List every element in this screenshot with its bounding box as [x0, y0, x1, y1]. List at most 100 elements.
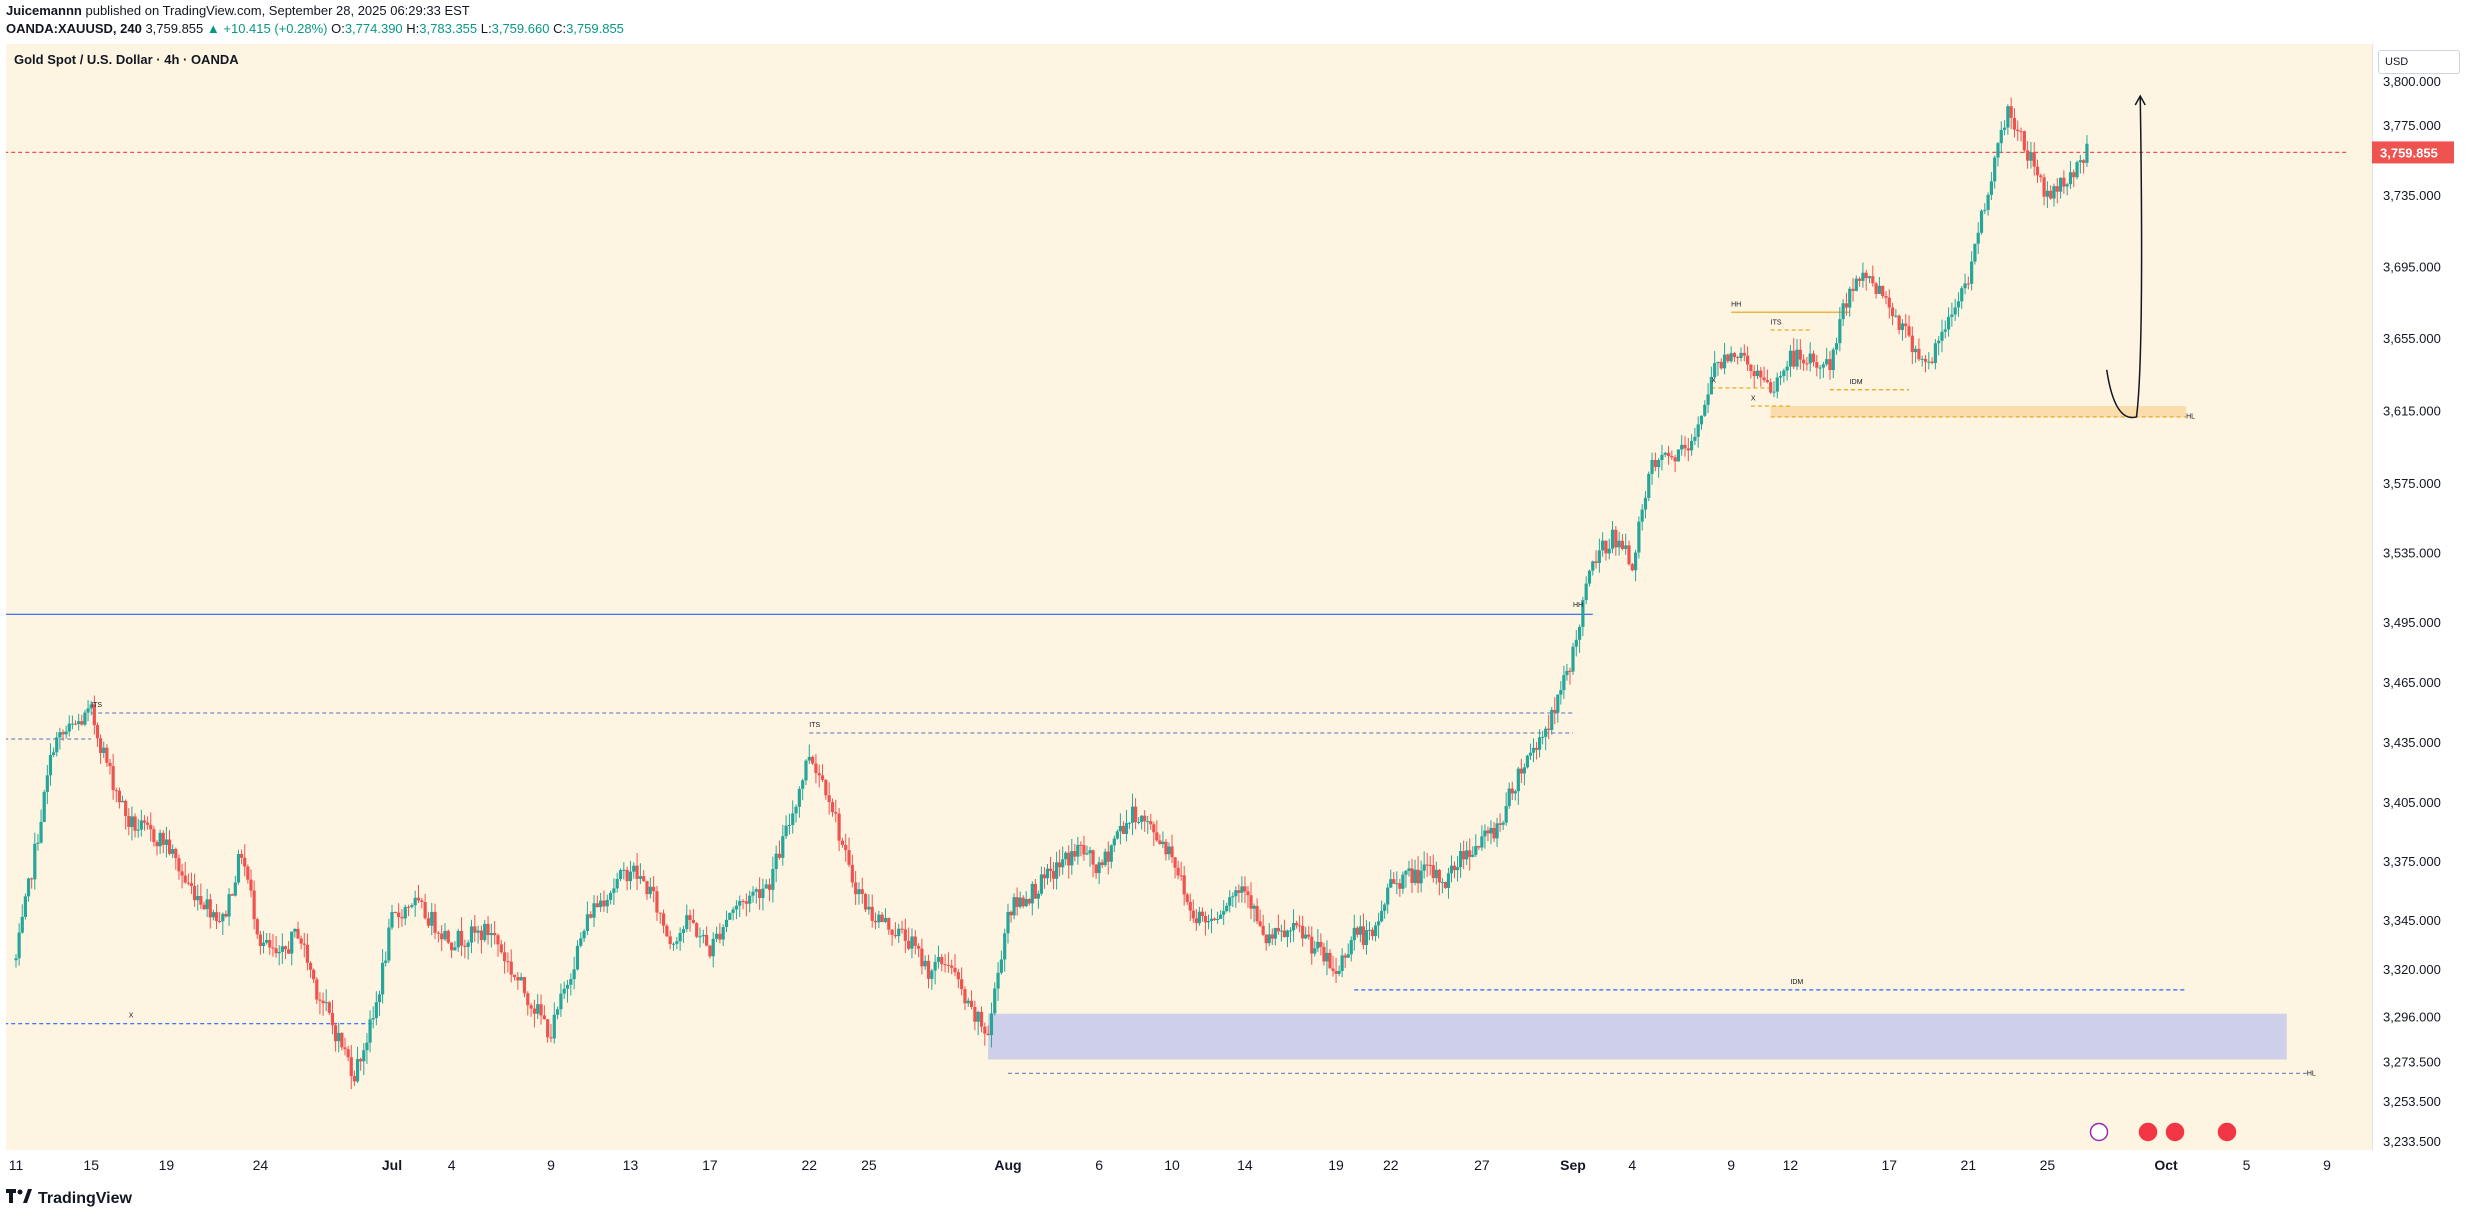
price-tick-label: 3,345.000: [2383, 913, 2441, 928]
candle-body: [2032, 152, 2036, 167]
candle-body: [1215, 918, 1220, 920]
candle-body: [1647, 473, 1651, 498]
candle-body: [346, 1049, 350, 1058]
candle-body: [665, 925, 669, 937]
candle-body: [1683, 444, 1687, 449]
candle-body: [913, 936, 917, 946]
candle-body: [214, 912, 219, 922]
candle-body: [1871, 276, 1875, 284]
candle-body: [675, 941, 679, 944]
candle-body: [365, 1042, 369, 1051]
candle-body: [1792, 350, 1796, 367]
candle-body: [503, 952, 507, 962]
currency-selector[interactable]: USD: [2378, 50, 2460, 74]
candle-body: [177, 858, 181, 872]
candle-body: [754, 889, 758, 892]
chart-plot-area[interactable]: [6, 44, 2372, 1150]
candle-body: [1930, 361, 1934, 363]
candle-body: [233, 882, 237, 896]
candle-body: [108, 762, 112, 767]
candle-body: [95, 725, 100, 739]
footer-brand[interactable]: TradingView: [6, 1189, 132, 1208]
candle-body: [1042, 874, 1047, 879]
candle-body: [791, 813, 795, 825]
candle-body: [155, 842, 159, 847]
candle-body: [2039, 175, 2043, 178]
candle-body: [989, 1013, 994, 1036]
candle-body: [426, 918, 431, 926]
candle-body: [1389, 879, 1393, 888]
candle-body: [1176, 867, 1180, 876]
candle-body: [1273, 927, 1277, 939]
candle-body: [86, 708, 90, 713]
candle-body: [1085, 853, 1089, 855]
candle-body: [744, 901, 748, 904]
candle-body: [139, 820, 143, 830]
candle-body: [1234, 890, 1238, 897]
candle-body: [496, 935, 500, 945]
annotation-label: HH: [1573, 602, 1583, 609]
candle-body: [1851, 288, 1855, 291]
candle-body: [33, 843, 37, 880]
candle-body: [1746, 355, 1750, 365]
candle-body: [1392, 879, 1396, 884]
candle-body: [1127, 822, 1132, 824]
candle-body: [1950, 314, 1954, 317]
candle-body: [1009, 911, 1013, 916]
price-tick-label: 3,435.000: [2383, 735, 2441, 750]
candle-body: [1437, 869, 1441, 883]
candle-body: [211, 912, 215, 918]
candle-body: [20, 916, 24, 933]
candle-body: [1197, 911, 1201, 924]
candle-body: [1989, 181, 1993, 195]
candle-body: [397, 912, 401, 918]
candle-body: [355, 1059, 360, 1082]
projection-arrow: [2105, 96, 2143, 419]
candle-body: [1610, 529, 1615, 549]
candle-body: [499, 944, 503, 953]
candle-body: [343, 1047, 347, 1050]
candle-body: [1604, 540, 1608, 554]
candle-body: [236, 854, 241, 883]
candle-body: [440, 933, 444, 940]
candle-body: [1237, 890, 1241, 893]
candle-body: [930, 970, 934, 979]
candle-body: [632, 865, 636, 872]
time-tick-label: 11: [9, 1157, 24, 1173]
candle-body: [1349, 940, 1353, 955]
candle-body: [1887, 297, 1891, 308]
candle-body: [1785, 366, 1789, 371]
candle-body: [1838, 319, 1842, 344]
time-axis[interactable]: [6, 1150, 2372, 1184]
publisher-name[interactable]: Juicemannn: [6, 3, 82, 18]
candle-body: [381, 962, 385, 995]
candle-body: [196, 895, 200, 901]
candle-body: [668, 936, 672, 945]
candle-body: [1282, 930, 1287, 938]
candle-body: [362, 1050, 366, 1062]
price-tick-label: 3,575.000: [2383, 476, 2441, 491]
candle-body: [1401, 874, 1405, 889]
candle-body: [1258, 921, 1262, 926]
candle-body: [296, 928, 300, 939]
candle-body: [476, 930, 480, 933]
candle-body: [1462, 851, 1466, 860]
candle-body: [2002, 127, 2007, 130]
candle-body: [277, 951, 281, 954]
candle-body: [1404, 870, 1408, 875]
candle-body: [1574, 639, 1578, 647]
candle-body: [1597, 550, 1601, 563]
candle-body: [393, 912, 397, 914]
candle-body: [73, 723, 78, 725]
price-scale[interactable]: [2372, 44, 2469, 1150]
candle-body: [1133, 806, 1138, 823]
candle-body: [1706, 394, 1710, 405]
candle-body: [1212, 918, 1217, 920]
candle-body: [1231, 896, 1235, 898]
candle-body: [1544, 728, 1548, 737]
candle-body: [67, 723, 71, 732]
candle-body: [622, 869, 626, 871]
candle-body: [2072, 172, 2076, 178]
candle-body: [406, 906, 411, 908]
candle-body: [824, 779, 828, 796]
